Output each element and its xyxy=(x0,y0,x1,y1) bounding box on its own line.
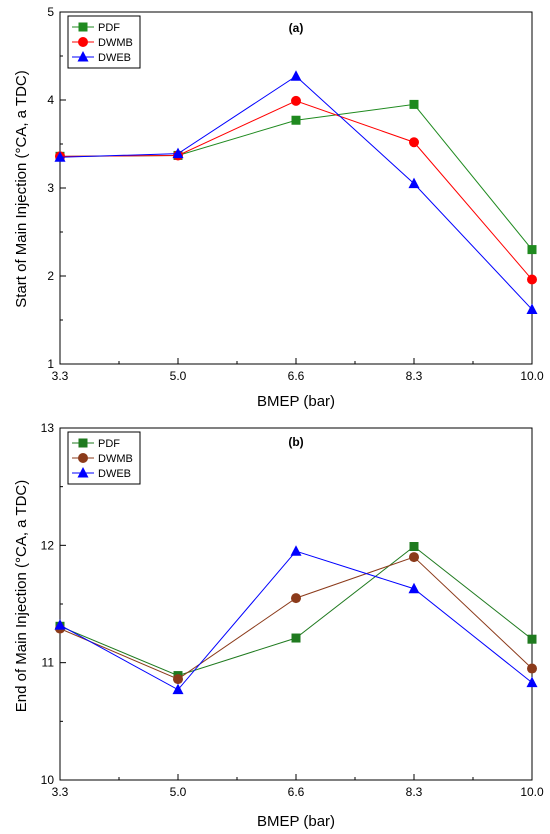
data-point xyxy=(54,151,66,162)
x-tick-label: 8.3 xyxy=(406,785,423,799)
x-tick-label: 8.3 xyxy=(406,369,423,383)
data-point xyxy=(291,633,301,643)
y-tick-label: 11 xyxy=(42,656,55,670)
x-tick-label: 10.0 xyxy=(520,369,544,383)
series-pdf xyxy=(55,99,537,255)
data-point xyxy=(527,274,537,285)
series-line xyxy=(59,100,533,280)
panel-a-ylabel: Start of Main Injection (°CA, a TDC) xyxy=(13,70,30,307)
panel-b-title: (b) xyxy=(288,435,303,449)
y-tick-label: 2 xyxy=(47,269,54,283)
data-point xyxy=(172,147,184,159)
legend-label: DWEB xyxy=(98,52,131,64)
data-point xyxy=(527,663,537,674)
legend: PDF DWMB DWEB xyxy=(67,431,141,485)
data-point xyxy=(290,545,302,556)
panel-b-xlabel: BMEP (bar) xyxy=(257,813,335,830)
legend-label: PDF xyxy=(98,438,120,450)
data-point xyxy=(527,245,537,255)
data-point xyxy=(54,619,66,630)
x-tick-label: 10.0 xyxy=(520,785,544,799)
series-dwmb xyxy=(55,552,537,685)
legend-marker xyxy=(78,438,88,448)
panel-a-xlabel: BMEP (bar) xyxy=(257,393,335,410)
legend: PDF DWMB DWEB xyxy=(67,15,141,69)
y-tick-label: 1 xyxy=(47,357,54,371)
data-point xyxy=(526,676,538,688)
data-point xyxy=(291,593,301,604)
panel-b-plot: 3.3 5.0 6.6 8.3 10.0 10 11 12 13 PDF DWMB DWEB xyxy=(41,421,544,799)
series-line xyxy=(59,550,533,691)
x-tick-label: 5.0 xyxy=(170,369,187,383)
y-tick-label: 13 xyxy=(41,421,55,435)
panel-b: End of Main Injection (°CA, a TDC) BMEP … xyxy=(13,421,544,830)
y-tick-label: 5 xyxy=(47,5,54,19)
y-tick-label: 3 xyxy=(47,181,54,195)
x-tick-label: 5.0 xyxy=(170,785,187,799)
legend-marker xyxy=(78,37,88,47)
data-point xyxy=(409,99,419,109)
panel-a-title: (a) xyxy=(289,21,304,35)
y-tick-label: 10 xyxy=(41,773,55,787)
data-point xyxy=(172,683,184,695)
series-line xyxy=(59,103,533,250)
data-point xyxy=(409,137,419,148)
series-line xyxy=(59,556,533,680)
panel-a-plot: 3.3 5.0 6.6 8.3 10.0 1 2 3 4 5 PDF DWMB DWEB xyxy=(47,5,544,383)
legend-marker xyxy=(78,22,88,32)
data-point xyxy=(527,634,537,644)
legend-marker xyxy=(78,453,88,463)
data-point xyxy=(173,674,183,685)
y-tick-label: 12 xyxy=(41,538,55,552)
data-point xyxy=(291,115,301,125)
x-tick-label: 3.3 xyxy=(52,785,69,799)
x-tick-label: 6.6 xyxy=(288,785,305,799)
data-point xyxy=(408,582,420,594)
series-dweb xyxy=(54,70,538,314)
x-tick-label: 3.3 xyxy=(52,369,69,383)
data-point xyxy=(291,95,301,106)
panel-a: Start of Main Injection (°CA, a TDC) BME… xyxy=(13,5,544,410)
series-dweb xyxy=(54,545,538,695)
data-point xyxy=(409,552,419,563)
series-line xyxy=(59,545,533,677)
panel-b-ylabel: End of Main Injection (°CA, a TDC) xyxy=(13,480,30,712)
y-tick-label: 4 xyxy=(47,93,54,107)
x-tick-label: 6.6 xyxy=(288,369,305,383)
data-point xyxy=(526,303,538,314)
data-point xyxy=(409,542,419,552)
data-point xyxy=(408,177,420,189)
legend-label: DWMB xyxy=(98,37,133,49)
legend-label: DWEB xyxy=(98,468,131,480)
series-line xyxy=(59,75,533,310)
legend-label: PDF xyxy=(98,22,120,34)
legend-label: DWMB xyxy=(98,453,133,465)
data-point xyxy=(290,70,302,81)
legend-marker xyxy=(77,51,89,62)
legend-marker xyxy=(77,467,89,478)
series-pdf xyxy=(55,542,537,681)
